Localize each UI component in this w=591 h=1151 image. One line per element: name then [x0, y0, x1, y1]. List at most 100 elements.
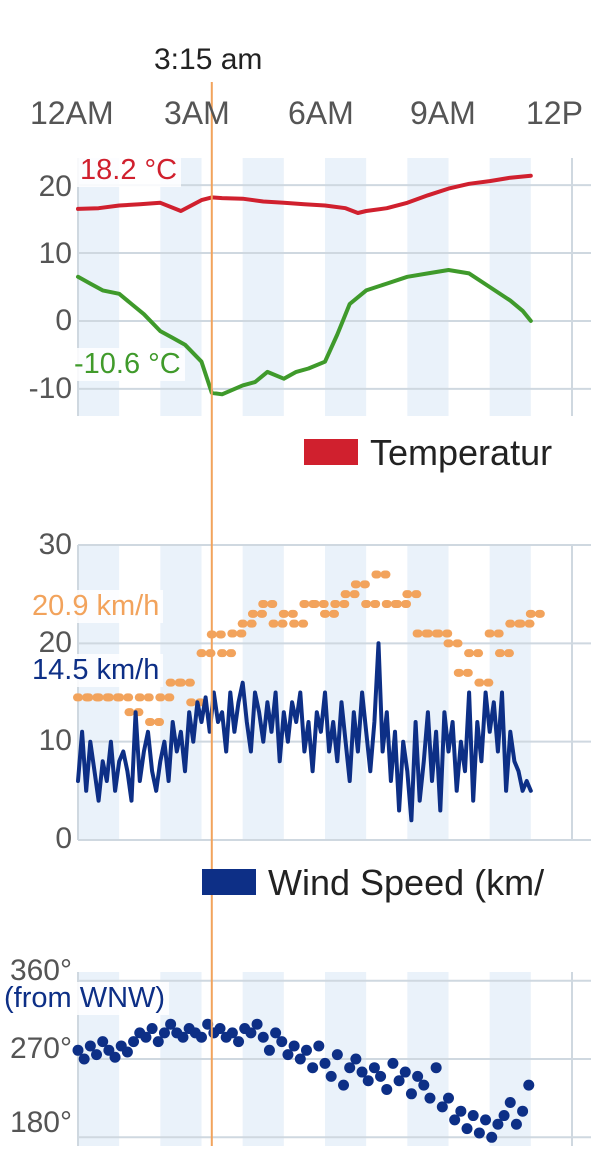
- wind-gust-point: [256, 609, 267, 618]
- wind-gust-point: [143, 693, 154, 702]
- wind-direction-point: [486, 1131, 498, 1143]
- wind-gust-point: [165, 678, 176, 687]
- wind-direction-point: [196, 1031, 207, 1043]
- wind-gust-point: [247, 609, 258, 618]
- temp-y-tick: 0: [55, 304, 72, 337]
- wind-gust-point: [299, 600, 310, 608]
- wind-gust-point: [452, 639, 463, 648]
- wind-direction-point: [461, 1123, 473, 1135]
- wind-direction-point: [84, 1040, 96, 1052]
- wind-direction-point: [72, 1044, 84, 1056]
- wind-direction-point: [257, 1031, 269, 1043]
- wind-direction-point: [492, 1118, 504, 1130]
- wind-gust-point: [503, 649, 514, 658]
- wind-direction-point: [467, 1110, 479, 1122]
- wind-direction-point: [449, 1114, 461, 1126]
- wind-gust-point: [267, 600, 278, 608]
- wind-speed-legend-swatch: [202, 869, 256, 896]
- wind-gust-point: [340, 590, 351, 599]
- wind-direction-point: [294, 1053, 306, 1065]
- wind-gust-point: [236, 629, 247, 638]
- wind-direction-point: [350, 1053, 362, 1065]
- wind-y-tick: 0: [55, 822, 72, 855]
- wind-direction-point: [202, 1018, 214, 1030]
- wind-gust-point: [401, 600, 412, 608]
- wind-gust-point: [227, 629, 238, 638]
- wind-gust-point: [145, 718, 156, 726]
- wind-direction-point: [381, 1083, 393, 1095]
- wind-direction-point: [263, 1044, 275, 1056]
- wind-gust-point: [318, 600, 329, 608]
- wind-gust-point: [114, 693, 125, 702]
- wind-direction-point: [368, 1062, 380, 1074]
- wind-gust-point: [73, 693, 83, 702]
- wind-gust-point: [123, 693, 134, 702]
- wind-gust-point: [350, 580, 361, 589]
- wind-gust-point: [525, 609, 536, 618]
- wind-direction-point: [331, 1049, 343, 1061]
- wind-gust-readout: 20.9 km/h: [28, 590, 164, 623]
- wind-direction-point: [313, 1040, 325, 1052]
- temperature-readout: 18.2 °C: [76, 154, 182, 187]
- wind-direction-point: [226, 1027, 238, 1039]
- x-tick-label: 12P: [526, 95, 583, 131]
- wind-gust-point: [289, 619, 300, 628]
- wind-gust-point: [515, 619, 526, 628]
- wind-gust-point: [442, 629, 453, 638]
- wind-gust-point: [268, 619, 279, 628]
- wind-speed-readout: 14.5 km/h: [28, 654, 164, 687]
- wind-gust-point: [237, 619, 248, 628]
- wind-gust-point: [215, 630, 226, 639]
- wind-direction-point: [473, 1127, 485, 1139]
- wind-direction-point: [504, 1097, 516, 1108]
- wind-direction-point: [517, 1105, 529, 1117]
- wind-direction-point: [146, 1023, 158, 1035]
- wind-direction-point: [140, 1031, 152, 1043]
- cursor-time-label: 3:15 am: [150, 38, 290, 82]
- wind-gust-point: [534, 609, 545, 618]
- wind-gust-point: [361, 600, 372, 608]
- wind-direction-point: [288, 1040, 300, 1052]
- wind-direction-point: [424, 1092, 436, 1104]
- wind-gust-point: [473, 649, 484, 658]
- wind-direction-point: [158, 1027, 170, 1039]
- wind-direction-point: [300, 1044, 312, 1056]
- wind-direction-point: [455, 1105, 467, 1117]
- wind-hour-band: [242, 545, 284, 840]
- temperature-legend-label: Temperatur: [370, 432, 553, 473]
- wind-gust-point: [505, 619, 516, 628]
- wind-direction-point: [245, 1027, 257, 1039]
- wind-direction-point: [498, 1110, 510, 1122]
- temperature-hour-band: [489, 158, 531, 416]
- temp-y-tick: 20: [38, 170, 72, 203]
- wind-gust-point: [483, 678, 494, 687]
- wind-gust-point: [422, 629, 433, 638]
- wind-gust-point: [175, 678, 186, 687]
- wind-gust-point: [443, 639, 454, 648]
- wind-direction-point: [356, 1066, 368, 1078]
- wind-y-tick: 10: [38, 724, 72, 757]
- wind-gust-point: [411, 590, 422, 599]
- wind-direction-point: [418, 1079, 430, 1091]
- wind-direction-point: [523, 1079, 535, 1091]
- wind-gust-point: [493, 629, 504, 638]
- wind-gust-point: [83, 693, 94, 702]
- wind-gust-point: [134, 693, 145, 702]
- wind-gust-point: [277, 619, 288, 628]
- wind-direction-point: [128, 1036, 140, 1048]
- wind-direction-point: [307, 1062, 319, 1074]
- wind-gust-point: [402, 590, 413, 599]
- wind-direction-point: [177, 1031, 189, 1043]
- wind-gust-point: [494, 649, 505, 658]
- wind-direction-point: [393, 1075, 405, 1087]
- wind-direction-point: [270, 1027, 282, 1039]
- wind-direction-point: [276, 1036, 288, 1048]
- wind-gust-point: [474, 678, 485, 687]
- wind-gust-point: [154, 718, 165, 726]
- wind-direction-point: [165, 1018, 177, 1030]
- wind-speed-legend[interactable]: Wind Speed (km/: [202, 862, 544, 904]
- temperature-legend[interactable]: Temperatur: [304, 432, 552, 474]
- x-tick-label: 6AM: [288, 95, 354, 131]
- wind-hour-band: [325, 545, 367, 840]
